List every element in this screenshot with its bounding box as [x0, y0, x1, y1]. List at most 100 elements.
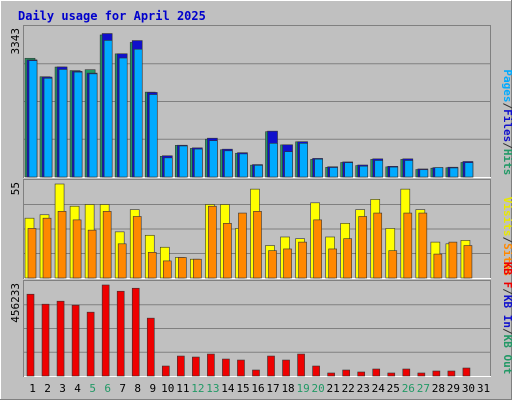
bar — [72, 219, 82, 279]
bar — [27, 228, 37, 279]
bar — [178, 257, 187, 279]
bar — [26, 293, 35, 377]
x-tick-label: 13 — [206, 382, 219, 395]
legend-entry: Files — [501, 109, 512, 142]
bar — [283, 248, 292, 279]
bar — [42, 217, 52, 279]
bar — [462, 367, 471, 377]
bar — [41, 303, 50, 377]
bar — [284, 151, 293, 178]
legend-entry: KB F — [501, 262, 512, 289]
x-tick-label: 10 — [161, 382, 174, 395]
bar — [268, 250, 277, 279]
x-tick-label: 4 — [74, 382, 81, 395]
legend-entry: Sites — [501, 243, 512, 276]
bar — [192, 356, 200, 377]
x-tick-label: 15 — [236, 382, 249, 395]
x-tick-label: 7 — [119, 382, 126, 395]
x-tick-label: 22 — [342, 382, 355, 395]
bar — [298, 241, 307, 279]
bar — [267, 355, 275, 377]
bar — [194, 148, 203, 178]
x-tick-label: 14 — [221, 382, 235, 395]
legend-entry: / — [501, 288, 512, 295]
bar — [116, 290, 125, 377]
series-sites — [27, 205, 473, 279]
bar — [358, 216, 368, 279]
bar — [146, 317, 155, 377]
bar — [57, 211, 67, 279]
legend-entry: KB Out — [501, 335, 512, 375]
bar — [313, 219, 322, 279]
bar — [132, 216, 142, 279]
bar — [328, 248, 337, 279]
x-tick-label: 18 — [281, 382, 294, 395]
bar — [342, 369, 350, 377]
bar — [387, 372, 396, 377]
x-tick-label: 2 — [44, 382, 51, 395]
bar — [419, 169, 429, 178]
bar — [372, 368, 381, 377]
bar — [147, 252, 157, 279]
legend-entry: Visits — [501, 197, 512, 237]
bar — [432, 370, 441, 377]
y-axis-max-label: 456233 — [9, 283, 22, 323]
bar — [417, 372, 426, 377]
x-tick-label: 19 — [296, 382, 309, 395]
bar — [269, 143, 278, 178]
bar — [418, 212, 428, 279]
x-tick-label: 26 — [402, 382, 415, 395]
bar — [238, 212, 247, 279]
bar — [148, 94, 158, 178]
bar — [388, 250, 398, 279]
bar — [434, 167, 444, 178]
legend-entry: Hits — [501, 149, 512, 176]
bar — [449, 167, 459, 178]
x-tick-label: 21 — [327, 382, 340, 395]
bar — [239, 153, 248, 178]
bar — [117, 243, 127, 279]
bar — [403, 212, 413, 279]
bar — [102, 211, 112, 279]
bar — [71, 304, 80, 377]
x-tick-label: 11 — [176, 382, 189, 395]
bar — [161, 365, 170, 377]
bar — [86, 311, 95, 377]
bar — [297, 353, 305, 377]
x-tick-label: 9 — [149, 382, 156, 395]
series-legend: KB F/KB In/KB Out — [501, 262, 512, 375]
bar — [88, 73, 98, 178]
bar — [374, 160, 384, 178]
y-axis-max-label: 55 — [9, 182, 22, 195]
x-tick-label: 24 — [372, 382, 386, 395]
x-tick-label: 20 — [312, 382, 325, 395]
bar — [327, 372, 335, 377]
bar — [103, 40, 113, 178]
x-tick-label: 30 — [462, 382, 475, 395]
bar — [237, 359, 245, 377]
legend-entry: / — [501, 142, 512, 149]
x-tick-label: 16 — [251, 382, 264, 395]
x-tick-label: 27 — [417, 382, 430, 395]
y-axis-max-label: 3343 — [9, 28, 22, 55]
bar — [464, 162, 474, 178]
bar — [162, 260, 172, 279]
chart-title: Daily usage for April 2025 — [18, 9, 206, 23]
bar — [223, 223, 232, 279]
bar — [254, 165, 263, 178]
bar — [222, 358, 230, 377]
bar — [282, 359, 290, 377]
bar — [404, 160, 414, 178]
legend-entry: / — [501, 328, 512, 335]
bar — [209, 140, 218, 178]
bar — [58, 69, 68, 178]
bar — [179, 145, 188, 178]
bar — [253, 211, 262, 279]
bar — [447, 370, 456, 377]
bar — [207, 353, 215, 377]
bar — [131, 287, 140, 377]
x-tick-label: 25 — [387, 382, 400, 395]
